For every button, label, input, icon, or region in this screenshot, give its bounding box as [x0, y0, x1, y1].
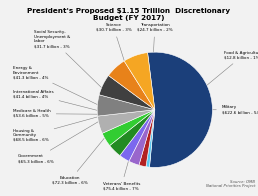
- Text: Source: OMB
National Priorities Project: Source: OMB National Priorities Project: [206, 180, 255, 188]
- Wedge shape: [98, 110, 155, 133]
- Text: International Affairs
$41.4 billion - 4%: International Affairs $41.4 billion - 4%: [13, 90, 133, 120]
- Text: Transportation
$24.7 billion - 2%: Transportation $24.7 billion - 2%: [137, 23, 173, 128]
- Text: Education
$72.3 billion - 6%: Education $72.3 billion - 6%: [52, 95, 139, 185]
- Wedge shape: [139, 110, 155, 167]
- Wedge shape: [129, 110, 155, 165]
- Text: Medicare & Health
$53.6 billion - 5%: Medicare & Health $53.6 billion - 5%: [13, 109, 131, 118]
- Wedge shape: [102, 110, 155, 146]
- Wedge shape: [148, 52, 212, 167]
- Wedge shape: [110, 110, 155, 156]
- Text: Energy &
Environment
$41.3 billion - 4%: Energy & Environment $41.3 billion - 4%: [13, 66, 136, 123]
- Text: Food & Agriculture
$12.8 billion - 1%: Food & Agriculture $12.8 billion - 1%: [154, 51, 258, 129]
- Wedge shape: [97, 95, 155, 116]
- Wedge shape: [124, 53, 155, 110]
- Text: Military
$622.6 billion - 54%: Military $622.6 billion - 54%: [179, 105, 258, 114]
- Wedge shape: [108, 61, 155, 110]
- Text: Housing &
Community
$68.5 billion - 6%: Housing & Community $68.5 billion - 6%: [13, 108, 131, 142]
- Wedge shape: [146, 110, 155, 167]
- Text: Government
$65.3 billion - 6%: Government $65.3 billion - 6%: [18, 101, 133, 163]
- Wedge shape: [99, 75, 155, 110]
- Wedge shape: [120, 110, 155, 161]
- Text: Science
$30.7 billion - 3%: Science $30.7 billion - 3%: [96, 23, 145, 127]
- Text: President's Proposed $1.15 Trillion  Discretionary
Budget (FY 2017): President's Proposed $1.15 Trillion Disc…: [27, 8, 231, 21]
- Text: Social Security,
Unemployment &
Labor
$31.7 billion - 3%: Social Security, Unemployment & Labor $3…: [34, 30, 141, 126]
- Text: Veterans' Benefits
$75.4 billion - 7%: Veterans' Benefits $75.4 billion - 7%: [103, 92, 148, 191]
